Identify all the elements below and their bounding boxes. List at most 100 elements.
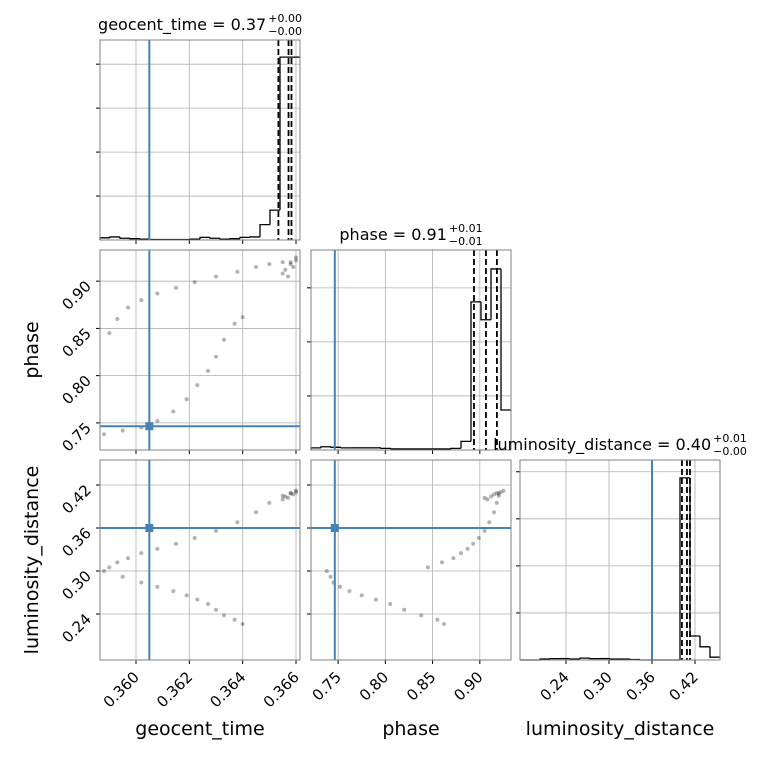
sample-point — [214, 354, 218, 359]
sample-point — [465, 546, 470, 551]
y-tick-label: 0.75 — [58, 419, 94, 455]
y-tick-label: 0.36 — [58, 524, 94, 560]
hist-step — [460, 440, 471, 449]
sample-point — [126, 305, 130, 310]
sample-point — [294, 255, 298, 260]
sample-point — [491, 492, 496, 497]
panel-frame — [310, 459, 512, 661]
hist-step — [480, 301, 491, 321]
x-axis-label: phase — [382, 718, 439, 740]
sample-point — [288, 260, 293, 265]
sample-point — [280, 493, 285, 498]
sample-point — [482, 528, 487, 533]
sample-point — [155, 584, 160, 589]
sample-point — [288, 491, 293, 496]
sample-point — [451, 556, 456, 561]
x-tick-label: 0.90 — [450, 668, 486, 704]
hist-step — [219, 238, 230, 240]
hist-step — [109, 236, 120, 238]
sample-point — [476, 536, 481, 541]
sample-point — [107, 565, 112, 570]
x-tick-label: 0.30 — [579, 668, 615, 704]
sample-point — [373, 597, 378, 602]
sample-point — [222, 613, 226, 618]
sample-point — [155, 546, 160, 551]
hist-step — [269, 209, 280, 225]
sample-point — [491, 510, 496, 515]
sample-point — [232, 321, 237, 326]
title-sup: +0.01 — [449, 222, 483, 235]
sample-point — [498, 490, 503, 495]
sample-point — [286, 495, 290, 500]
y-tick-label: 0.85 — [58, 325, 94, 361]
sample-point — [171, 409, 176, 414]
sample-point — [195, 597, 200, 602]
sample-point — [192, 280, 197, 285]
x-tick-label: 0.364 — [206, 668, 249, 711]
hist-step — [500, 268, 511, 411]
sample-point — [120, 574, 125, 579]
sample-point — [496, 491, 501, 496]
hist-step — [119, 236, 130, 239]
sample-point — [139, 580, 144, 585]
sample-point — [184, 593, 189, 598]
sample-point — [240, 622, 245, 627]
sample-point — [171, 589, 176, 594]
sample-point — [487, 520, 492, 525]
x-tick-label: 0.85 — [403, 668, 439, 704]
sample-point — [294, 490, 298, 495]
sample-point — [280, 260, 285, 265]
sample-point — [494, 500, 499, 505]
sample-point — [419, 613, 424, 618]
sample-point — [280, 497, 285, 502]
sample-point — [222, 337, 226, 342]
truth-marker — [145, 524, 154, 533]
title-sup: +0.00 — [268, 12, 302, 25]
sample-point — [283, 267, 288, 272]
sample-point — [107, 331, 112, 336]
x-tick-label: 0.362 — [153, 668, 196, 711]
hist-step — [579, 657, 590, 660]
sample-point — [195, 383, 200, 388]
y-tick-label: 0.30 — [58, 567, 94, 603]
hist-step — [709, 646, 720, 658]
sample-point — [294, 488, 298, 493]
sample-point — [120, 428, 125, 433]
hist-step — [490, 268, 501, 320]
x-axis-label: luminosity_distance — [526, 718, 715, 740]
title-sub: −0.00 — [713, 445, 747, 458]
sample-point — [286, 274, 290, 279]
y-tick-label: 0.42 — [58, 481, 94, 517]
sample-point — [440, 560, 445, 565]
sample-point — [102, 568, 106, 573]
sample-point — [115, 560, 120, 565]
sample-point — [291, 265, 296, 270]
hist-step — [380, 447, 391, 450]
panel-frame — [519, 459, 721, 661]
hist-step — [470, 301, 481, 442]
title-sub: −0.00 — [268, 25, 302, 38]
sample-point — [338, 584, 343, 589]
sample-point — [235, 269, 240, 274]
sample-point — [102, 432, 106, 437]
sample-point — [240, 315, 245, 320]
hist-step — [209, 237, 220, 239]
y-axis-label: phase — [21, 321, 43, 378]
hist-step — [199, 236, 210, 240]
sample-point — [235, 520, 240, 525]
sample-point — [294, 258, 298, 263]
sample-point — [435, 617, 440, 622]
sample-point — [214, 274, 218, 279]
sample-point — [291, 492, 296, 497]
hist-step — [450, 447, 461, 450]
hist-step — [259, 223, 270, 237]
sample-point — [174, 285, 178, 290]
sample-point — [126, 556, 130, 561]
hist-step — [699, 636, 710, 648]
sample-point — [267, 500, 272, 505]
x-tick-label: 0.42 — [665, 668, 701, 704]
title-sup: +0.01 — [713, 432, 747, 445]
sample-point — [425, 565, 430, 570]
y-tick-label: 0.80 — [58, 372, 94, 408]
